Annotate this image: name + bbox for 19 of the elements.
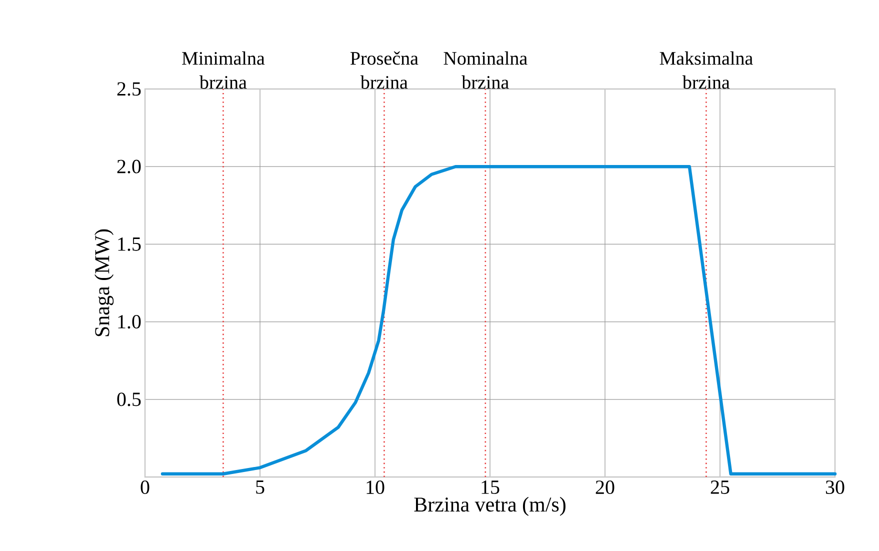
- y-axis-title: Snaga (MW): [94, 229, 114, 336]
- ref-line-label: Prosečna brzina: [350, 51, 418, 89]
- x-tick-label: 10: [366, 480, 384, 494]
- ref-line-label: Minimalna brzina: [182, 51, 265, 89]
- y-tick-label: 2.5: [117, 82, 141, 96]
- x-axis-title: Brzina vetra (m/s): [414, 496, 566, 516]
- x-tick-label: 20: [596, 480, 614, 494]
- x-tick-label: 5: [256, 480, 264, 494]
- ref-line-label: Maksimalna brzina: [660, 51, 753, 89]
- x-tick-label: 30: [826, 480, 844, 494]
- ref-line-label: Nominalna brzina: [444, 51, 528, 89]
- x-tick-label: 0: [140, 480, 150, 494]
- y-tick-label: 1.5: [118, 237, 141, 251]
- y-tick-label: 1.0: [118, 315, 141, 329]
- y-tick-label: 2.0: [117, 160, 141, 174]
- x-tick-label: 15: [482, 480, 500, 494]
- x-tick-label: 25: [710, 480, 730, 494]
- y-tick-label: 0.5: [117, 392, 141, 406]
- line-series: [160, 164, 837, 476]
